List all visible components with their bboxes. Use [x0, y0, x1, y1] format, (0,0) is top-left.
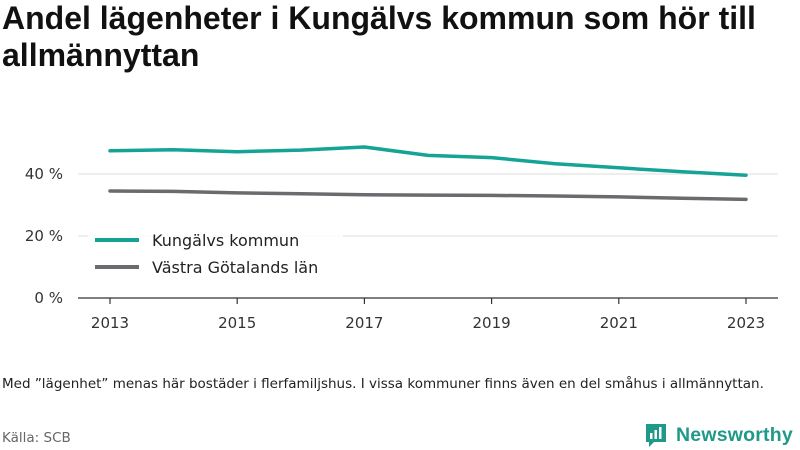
newsworthy-logo: Newsworthy: [644, 421, 793, 449]
x-tick-label: 2013: [91, 314, 129, 332]
series-line: [108, 189, 748, 202]
x-tick-label: 2021: [600, 314, 638, 332]
source-label: Källa: SCB: [2, 430, 71, 446]
y-tick-label: 20 %: [25, 227, 63, 245]
x-tick-label: 2019: [473, 314, 511, 332]
series-line: [108, 145, 748, 177]
newsworthy-logo-text: Newsworthy: [676, 423, 793, 446]
newsworthy-logo-icon: [646, 424, 666, 447]
legend-background: [88, 224, 343, 282]
x-tick-label: 2017: [345, 314, 383, 332]
legend-label: Kungälvs kommun: [152, 231, 299, 250]
chart-title: Andel lägenheter i Kungälvs kommun som h…: [2, 0, 756, 73]
line-chart: 0 % 20 % 40 % 2013 2015 2017 2019 2021 2023 Kungä…: [25, 145, 778, 332]
x-tick-label: 2023: [727, 314, 765, 332]
chart-note: Med ”lägenhet” menas här bostäder i fler…: [2, 376, 764, 392]
y-tick-label: 40 %: [25, 165, 63, 183]
y-tick-label: 0 %: [34, 289, 63, 307]
legend-label: Västra Götalands län: [152, 258, 318, 277]
x-tick-label: 2015: [218, 314, 256, 332]
